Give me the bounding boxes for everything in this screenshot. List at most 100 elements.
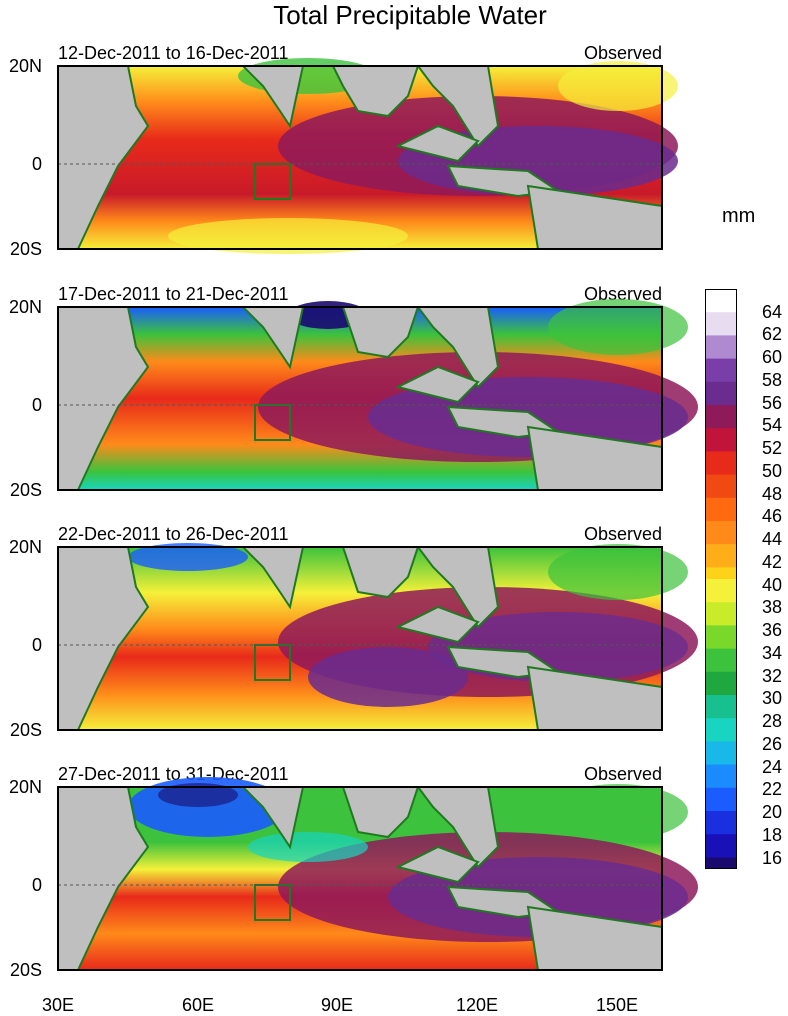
lat-tick-label: 20S (9, 720, 42, 740)
colorbar-tick-label: 62 (762, 324, 783, 345)
lat-tick-label: 0 (31, 153, 42, 174)
colorbar-tick-label: 26 (762, 733, 783, 754)
lon-tick-label: 60E (181, 995, 215, 1015)
colorbar-swatch (705, 613, 737, 626)
colorbar-swatch (705, 567, 737, 580)
colorbar-swatch (705, 729, 737, 742)
tpw-map (57, 299, 698, 491)
colorbar-tick-label: 48 (762, 483, 783, 504)
colorbar-swatch (705, 521, 737, 534)
colorbar-tick-label: 20 (762, 802, 783, 823)
colorbar-swatch (705, 741, 737, 754)
panel-source-label: Observed (583, 764, 662, 784)
colorbar-swatch (705, 439, 737, 452)
colorbar-swatch (705, 834, 737, 847)
colorbar-swatch (705, 335, 737, 348)
colorbar-swatch (705, 787, 737, 800)
panel-date-range: 17-Dec-2011 to 21-Dec-2011 (58, 284, 289, 304)
lon-tick-label: 120E (455, 995, 499, 1015)
colorbar-swatch (705, 497, 737, 510)
panel-1: 12-Dec-2011 to 16-Dec-2011 Observed (0, 43, 680, 254)
colorbar-swatch (705, 428, 737, 441)
colorbar-tick-label: 40 (762, 574, 783, 595)
colorbar-swatch (705, 671, 737, 684)
colorbar-tick-label: 60 (762, 347, 783, 368)
colorbar-swatch (705, 822, 737, 835)
colorbar-tick-label: 30 (762, 688, 783, 709)
lat-tick-label: 20S (9, 239, 42, 259)
colorbar-swatch (705, 695, 737, 708)
units-label: mm (722, 205, 756, 227)
colorbar-swatch (705, 811, 737, 824)
lat-tick-label: 20N (8, 537, 42, 557)
lat-tick-label: 20N (8, 56, 42, 76)
colorbar-swatch (705, 590, 737, 603)
colorbar (705, 289, 737, 869)
panel-4: 27-Dec-2011 to 31-Dec-2011 Observed (0, 764, 698, 974)
panel-3: 22-Dec-2011 to 26-Dec-2011 Observed (0, 524, 698, 734)
colorbar-swatch (705, 648, 737, 661)
colorbar-swatch (705, 474, 737, 487)
lat-tick-label: 20S (9, 960, 42, 980)
colorbar-tick-label: 32 (762, 665, 783, 686)
colorbar-swatch (705, 602, 737, 615)
colorbar-tick-label: 24 (762, 756, 783, 777)
panel-source-label: Observed (583, 43, 662, 63)
colorbar-tick-label: 38 (762, 597, 783, 618)
lat-tick-label: 0 (31, 634, 42, 655)
colorbar-swatch (705, 463, 737, 476)
colorbar-swatch (705, 300, 737, 313)
colorbar-swatch (705, 381, 737, 394)
colorbar-swatch (705, 393, 737, 406)
colorbar-swatch (705, 764, 737, 777)
colorbar-swatch (705, 451, 737, 464)
colorbar-swatch (705, 544, 737, 557)
colorbar-tick-label: 36 (762, 620, 783, 641)
colorbar-swatch (705, 347, 737, 360)
colorbar-swatch (705, 312, 737, 325)
tpw-map (57, 58, 678, 254)
lat-tick-label: 20N (8, 777, 42, 797)
lon-tick-label: 90E (320, 995, 354, 1015)
colorbar-swatch (705, 579, 737, 592)
colorbar-swatch (705, 799, 737, 812)
colorbar-swatch (705, 532, 737, 545)
colorbar-tick-label: 34 (762, 642, 783, 663)
longitude-labels: 30E 60E 90E 120E 150E (0, 995, 700, 1015)
lon-tick-label: 150E (595, 995, 639, 1015)
colorbar-tick-label: 64 (762, 301, 783, 322)
lat-tick-label: 0 (31, 874, 42, 895)
colorbar-swatch (705, 555, 737, 568)
colorbar-swatch (705, 718, 737, 731)
figure-title: Total Precipitable Water (273, 0, 547, 30)
colorbar-tick-label: 28 (762, 711, 783, 732)
colorbar-tick-label: 22 (762, 779, 783, 800)
panel-date-range: 12-Dec-2011 to 16-Dec-2011 (58, 43, 289, 63)
colorbar-swatch (705, 358, 737, 371)
colorbar-swatch (705, 370, 737, 383)
lat-tick-label: 20S (9, 480, 42, 500)
colorbar-swatch (705, 405, 737, 418)
panel-source-label: Observed (583, 524, 662, 544)
lat-tick-label: 20N (8, 297, 42, 317)
tpw-map (57, 777, 698, 971)
colorbar-swatch (705, 637, 737, 650)
colorbar-tick-label: 16 (762, 847, 783, 868)
lon-tick-label: 30E (41, 995, 75, 1015)
colorbar-swatch (705, 486, 737, 499)
colorbar-swatch (705, 660, 737, 673)
colorbar-swatch (705, 625, 737, 638)
colorbar-tick-label: 18 (762, 824, 783, 845)
colorbar-tick-label: 58 (762, 369, 783, 390)
panel-date-range: 22-Dec-2011 to 26-Dec-2011 (58, 524, 289, 544)
colorbar-swatch (705, 323, 737, 336)
colorbar-swatch (705, 776, 737, 789)
colorbar-swatch (705, 683, 737, 696)
colorbar-swatch (705, 857, 737, 869)
colorbar-swatch (705, 289, 737, 302)
colorbar-swatch (705, 416, 737, 429)
colorbar-tick-label: 42 (762, 551, 783, 572)
panel-source-label: Observed (583, 284, 662, 304)
colorbar-tick-label: 52 (762, 438, 783, 459)
panel-2: 17-Dec-2011 to 21-Dec-2011 Observed (0, 284, 698, 494)
